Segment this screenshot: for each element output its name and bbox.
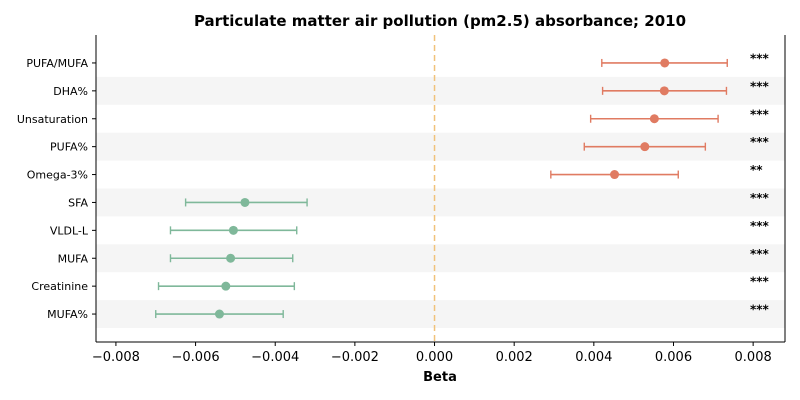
significance-label: ** — [750, 163, 763, 177]
x-tick-label: 0.002 — [496, 350, 533, 365]
significance-label: *** — [750, 191, 770, 205]
significance-label: *** — [750, 79, 770, 93]
x-tick-label: −0.006 — [172, 350, 220, 365]
x-tick-label: 0.006 — [655, 350, 692, 365]
significance-labels: ***************************** — [750, 51, 770, 316]
significance-label: *** — [750, 247, 770, 261]
x-tick-label: −0.002 — [331, 350, 379, 365]
x-tick-label: 0.004 — [575, 350, 612, 365]
y-tick-label: Creatinine — [31, 280, 88, 293]
x-tick-label: 0.000 — [416, 350, 453, 365]
y-tick-label: Omega-3% — [27, 169, 88, 182]
x-tick-label: −0.004 — [251, 350, 299, 365]
x-tick-label: −0.008 — [92, 350, 140, 365]
y-tick-label: Unsaturation — [17, 113, 88, 126]
point-estimate — [659, 86, 669, 96]
point-estimate — [660, 58, 670, 68]
x-axis: −0.008 −0.006 −0.004 −0.002 0.000 0.002 0.004 0… — [92, 342, 772, 365]
x-tick-label: 0.008 — [735, 350, 772, 365]
point-estimate — [610, 170, 620, 180]
point-estimate — [649, 114, 659, 124]
significance-label: *** — [750, 219, 770, 233]
y-tick-label: MUFA — [58, 252, 89, 265]
point-estimate — [228, 225, 238, 235]
point-estimate — [240, 197, 250, 207]
significance-label: *** — [750, 303, 770, 317]
y-tick-label: PUFA% — [50, 141, 88, 154]
significance-label: *** — [750, 107, 770, 121]
significance-label: *** — [750, 135, 770, 149]
data-marks — [155, 58, 728, 319]
y-axis: PUFA/MUFA DHA% Unsaturation PUFA% Omega-3% SF… — [17, 57, 96, 321]
y-tick-label: PUFA/MUFA — [26, 57, 88, 70]
y-tick-label: MUFA% — [47, 308, 88, 321]
axes-frame — [95, 35, 786, 343]
point-estimate — [640, 142, 650, 152]
chart-title: Particulate matter air pollution (pm2.5)… — [194, 12, 686, 30]
y-tick-label: DHA% — [53, 85, 88, 98]
y-tick-label: VLDL-L — [50, 224, 89, 237]
significance-label: *** — [750, 275, 770, 289]
point-estimate — [221, 281, 231, 291]
significance-label: *** — [750, 51, 770, 65]
x-axis-label: Beta — [423, 370, 457, 385]
y-tick-label: SFA — [68, 196, 88, 209]
point-estimate — [214, 309, 224, 319]
point-estimate — [226, 253, 236, 263]
